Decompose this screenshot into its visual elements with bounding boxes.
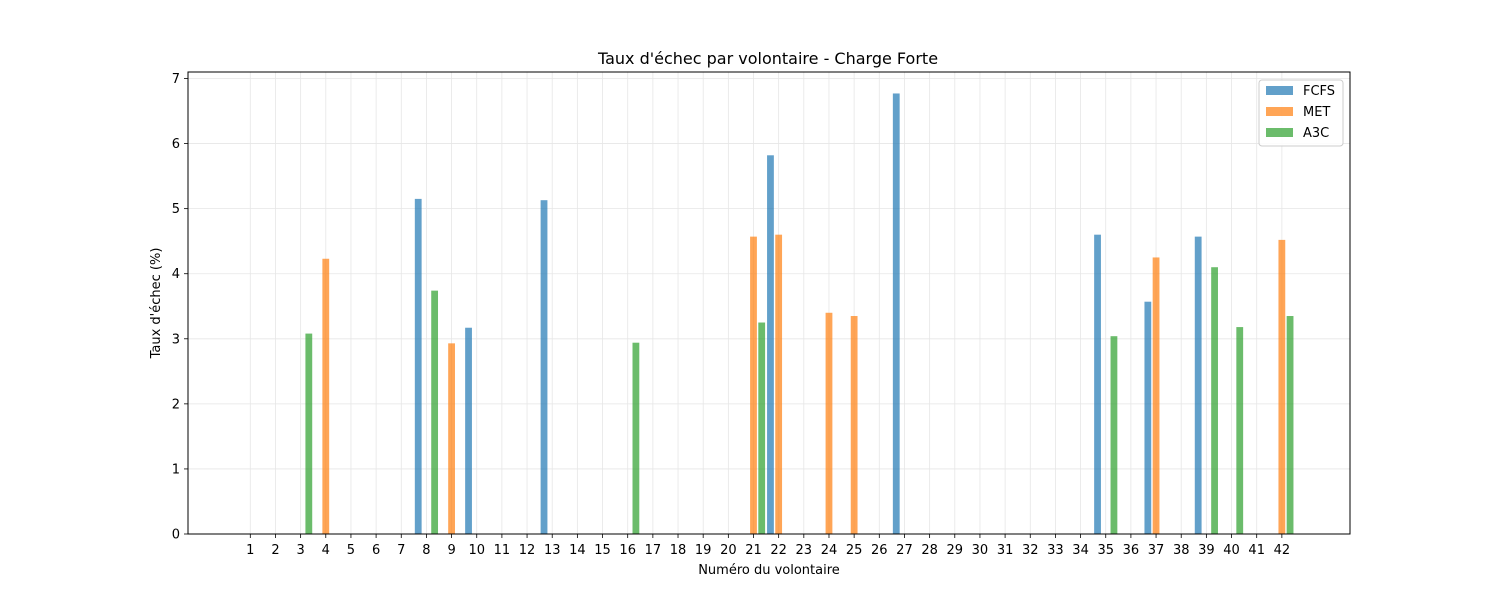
x-tick-label: 38: [1173, 543, 1190, 558]
x-tick-label: 29: [947, 543, 964, 558]
bar-fcfs: [414, 198, 422, 534]
bar-a3c: [1236, 327, 1244, 534]
y-tick-label: 6: [172, 137, 180, 152]
x-tick-label: 12: [519, 543, 536, 558]
bar-fcfs: [1144, 301, 1152, 534]
x-tick-label: 24: [821, 543, 838, 558]
x-tick-label: 42: [1274, 543, 1291, 558]
bar-met: [1278, 239, 1286, 534]
y-tick-label: 4: [172, 267, 180, 282]
bar-fcfs: [540, 200, 548, 535]
bar-met: [448, 343, 455, 534]
bar-a3c: [1211, 267, 1218, 534]
x-axis-title: Numéro du volontaire: [698, 563, 840, 578]
x-tick-label: 3: [296, 543, 304, 558]
bar-fcfs: [767, 155, 774, 534]
x-tick-label: 14: [569, 543, 586, 558]
bar-met: [775, 234, 783, 534]
bar-fcfs: [1094, 234, 1101, 534]
bar-met: [850, 316, 858, 534]
x-tick-label: 34: [1072, 543, 1089, 558]
y-axis: 0 1 2 3 4 5 6 7: [172, 72, 188, 543]
bar-a3c: [1110, 336, 1118, 534]
bar-met: [322, 258, 330, 534]
x-axis: 1 2 3 4 5 6 7 8 9 10 11 12 13 14 15 16 17 18 19 20 21 22 23 24 2…: [246, 534, 1290, 558]
x-tick-label: 30: [972, 543, 989, 558]
legend: FCFS MET A3C: [1258, 79, 1344, 147]
chart-title: Taux d'échec par volontaire - Charge For…: [597, 49, 938, 68]
x-tick-label: 9: [447, 543, 455, 558]
y-axis-title: Taux d'échec (%): [149, 248, 164, 360]
x-tick-label: 17: [645, 543, 662, 558]
bar-a3c: [305, 333, 313, 534]
x-tick-label: 21: [745, 543, 762, 558]
plot-frame: [187, 71, 1351, 535]
bar-fcfs: [892, 93, 900, 534]
bar-fcfs: [1194, 236, 1202, 534]
x-tick-label: 23: [796, 543, 813, 558]
x-tick-label: 37: [1148, 543, 1165, 558]
legend-swatch-a3c: [1266, 128, 1293, 137]
x-tick-label: 4: [322, 543, 330, 558]
x-tick-label: 22: [770, 543, 787, 558]
bar-fcfs: [465, 327, 472, 534]
x-tick-label: 39: [1198, 543, 1215, 558]
legend-label-met: MET: [1303, 105, 1330, 120]
x-tick-label: 1: [246, 543, 254, 558]
x-tick-label: 7: [397, 543, 405, 558]
x-tick-label: 25: [846, 543, 863, 558]
legend-label-fcfs: FCFS: [1303, 84, 1335, 99]
x-tick-label: 36: [1123, 543, 1140, 558]
y-tick-label: 1: [172, 462, 180, 477]
bar-met: [825, 312, 833, 534]
x-tick-label: 11: [494, 543, 511, 558]
x-tick-label: 40: [1223, 543, 1240, 558]
legend-swatch-met: [1266, 107, 1293, 116]
x-tick-label: 19: [695, 543, 712, 558]
x-tick-label: 20: [720, 543, 737, 558]
x-tick-label: 41: [1248, 543, 1265, 558]
x-tick-label: 32: [1022, 543, 1039, 558]
x-tick-label: 26: [871, 543, 888, 558]
x-tick-label: 18: [670, 543, 687, 558]
bar-a3c: [431, 290, 439, 534]
x-tick-label: 28: [921, 543, 938, 558]
x-tick-label: 8: [422, 543, 430, 558]
legend-swatch-fcfs: [1266, 86, 1293, 95]
bar-a3c: [632, 342, 640, 534]
bar-a3c: [1286, 316, 1294, 534]
x-tick-label: 13: [544, 543, 561, 558]
legend-label-a3c: A3C: [1303, 126, 1329, 141]
x-tick-label: 16: [619, 543, 636, 558]
bar-met: [750, 236, 757, 534]
x-tick-label: 2: [271, 543, 279, 558]
x-tick-label: 35: [1097, 543, 1114, 558]
y-tick-label: 3: [172, 332, 180, 347]
bar-a3c: [758, 322, 766, 534]
y-tick-label: 5: [172, 202, 180, 217]
y-tick-label: 7: [172, 72, 180, 87]
x-tick-label: 31: [997, 543, 1014, 558]
x-tick-label: 5: [347, 543, 355, 558]
x-tick-label: 33: [1047, 543, 1064, 558]
y-tick-label: 0: [172, 528, 180, 543]
x-tick-label: 6: [372, 543, 380, 558]
x-tick-label: 27: [896, 543, 913, 558]
x-tick-label: 10: [468, 543, 485, 558]
y-tick-label: 2: [172, 397, 180, 412]
bars: [305, 93, 1294, 535]
x-tick-label: 15: [594, 543, 611, 558]
bar-met: [1152, 257, 1160, 534]
